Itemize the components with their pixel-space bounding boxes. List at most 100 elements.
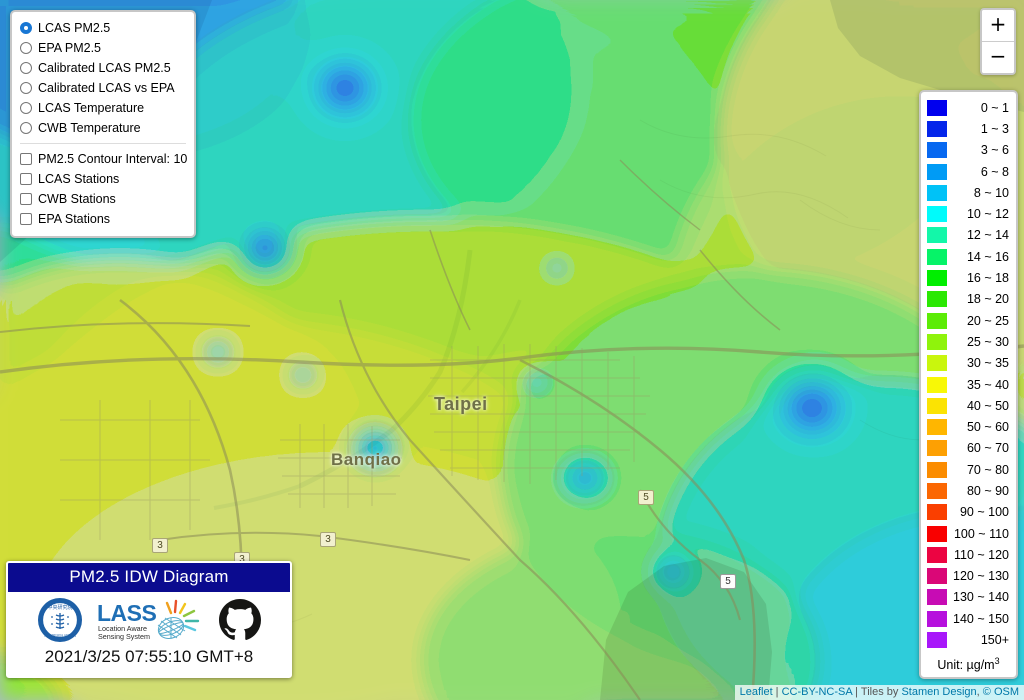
- stamen-link[interactable]: Stamen Design: [901, 686, 977, 698]
- radio-calibrated-lcas-vs-epa[interactable]: Calibrated LCAS vs EPA: [20, 78, 186, 98]
- legend-row: 100 ~ 110: [927, 523, 1010, 544]
- leaflet-link[interactable]: Leaflet: [739, 686, 773, 698]
- legend-row: 120 ~ 130: [927, 566, 1010, 587]
- legend-row: 50 ~ 60: [927, 416, 1010, 437]
- legend-range-label: 12 ~ 14: [966, 228, 1009, 243]
- legend-range-label: 35 ~ 40: [966, 377, 1009, 392]
- radio-label: Calibrated LCAS vs EPA: [38, 81, 175, 95]
- github-logo-icon[interactable]: [219, 598, 261, 641]
- radio-icon[interactable]: [20, 22, 32, 34]
- radio-label: EPA PM2.5: [38, 41, 101, 55]
- legend-range-label: 130 ~ 140: [953, 590, 1009, 605]
- legend-color-swatch: [927, 184, 947, 201]
- legend-row: 70 ~ 80: [927, 459, 1010, 480]
- legend-row: 25 ~ 30: [927, 331, 1010, 352]
- radio-cwb-temperature[interactable]: CWB Temperature: [20, 118, 186, 138]
- legend-row: 35 ~ 40: [927, 374, 1010, 395]
- legend-row: 12 ~ 14: [927, 225, 1010, 246]
- legend-range-label: 8 ~ 10: [973, 185, 1009, 200]
- checkbox-label: PM2.5 Contour Interval: 10: [38, 152, 188, 166]
- radio-icon[interactable]: [20, 82, 32, 94]
- legend-row: 20 ~ 25: [927, 310, 1010, 331]
- info-panel-timestamp: 2021/3/25 07:55:10 GMT+8: [8, 644, 290, 676]
- checkbox-icon[interactable]: [20, 173, 32, 185]
- highway-shield: 5: [638, 490, 654, 505]
- academia-sinica-seal-icon[interactable]: 中央研究院 ACADEMIA SINICA: [37, 597, 83, 643]
- attr-sep: |: [852, 686, 861, 698]
- checkbox-label: LCAS Stations: [38, 172, 120, 186]
- checkbox-icon[interactable]: [20, 153, 32, 165]
- legend-color-swatch: [927, 333, 947, 350]
- legend-unit-text: Unit: µg/m: [937, 657, 995, 672]
- highway-shield: 3: [152, 538, 168, 553]
- radio-label: Calibrated LCAS PM2.5: [38, 61, 171, 75]
- legend-range-label: 150+: [980, 633, 1009, 648]
- legend-row: 16 ~ 18: [927, 267, 1010, 288]
- legend-range-label: 110 ~ 120: [953, 547, 1009, 562]
- checkbox-pm25-contour-interval[interactable]: PM2.5 Contour Interval: 10: [20, 149, 188, 169]
- legend-color-swatch: [927, 142, 947, 159]
- legend-color-swatch: [927, 461, 947, 478]
- legend-range-label: 120 ~ 130: [953, 569, 1009, 584]
- checkbox-icon[interactable]: [20, 193, 32, 205]
- legend-range-label: 14 ~ 16: [966, 249, 1009, 264]
- radio-calibrated-lcas-pm25[interactable]: Calibrated LCAS PM2.5: [20, 58, 186, 78]
- info-panel-logos: 中央研究院 ACADEMIA SINICA LASS Location Awar…: [8, 592, 290, 644]
- highway-shield: 5: [720, 574, 736, 589]
- legend-row: 0 ~ 1: [927, 97, 1010, 118]
- legend-row: 1 ~ 3: [927, 118, 1010, 139]
- radio-icon[interactable]: [20, 122, 32, 134]
- osm-link[interactable]: © OSM: [982, 686, 1019, 698]
- legend-row: 10 ~ 12: [927, 203, 1010, 224]
- radio-lcas-pm25[interactable]: LCAS PM2.5: [20, 18, 186, 38]
- legend-color-swatch: [927, 568, 947, 585]
- checkbox-icon[interactable]: [20, 213, 32, 225]
- radio-icon[interactable]: [20, 102, 32, 114]
- layer-control-panel[interactable]: LCAS PM2.5 EPA PM2.5 Calibrated LCAS PM2…: [10, 10, 196, 238]
- radio-epa-pm25[interactable]: EPA PM2.5: [20, 38, 186, 58]
- tiles-by-label: Tiles by: [860, 686, 902, 698]
- legend-color-swatch: [927, 120, 947, 137]
- zoom-in-button[interactable]: +: [982, 10, 1014, 42]
- legend-range-label: 80 ~ 90: [966, 483, 1009, 498]
- legend-row: 130 ~ 140: [927, 587, 1010, 608]
- legend-color-swatch: [927, 610, 947, 627]
- legend-range-label: 70 ~ 80: [966, 462, 1009, 477]
- lass-logo-icon[interactable]: LASS Location Aware Sensing System: [95, 597, 207, 643]
- checkbox-label: EPA Stations: [38, 212, 111, 226]
- legend-color-swatch: [927, 525, 947, 542]
- legend-range-label: 40 ~ 50: [966, 398, 1009, 413]
- legend-row: 8 ~ 10: [927, 182, 1010, 203]
- legend-range-label: 50 ~ 60: [966, 420, 1009, 435]
- zoom-out-button[interactable]: −: [982, 42, 1014, 73]
- legend-range-label: 3 ~ 6: [980, 143, 1009, 158]
- legend-color-swatch: [927, 632, 947, 649]
- legend-color-swatch: [927, 206, 947, 223]
- radio-icon[interactable]: [20, 62, 32, 74]
- legend-row: 40 ~ 50: [927, 395, 1010, 416]
- radio-icon[interactable]: [20, 42, 32, 54]
- attr-sep: ,: [976, 686, 983, 698]
- legend-range-label: 0 ~ 1: [980, 100, 1009, 115]
- license-link[interactable]: CC-BY-NC-SA: [781, 686, 853, 698]
- legend-color-swatch: [927, 291, 947, 308]
- legend-row: 150+: [927, 629, 1010, 650]
- legend-color-swatch: [927, 312, 947, 329]
- svg-text:Sensing System: Sensing System: [98, 632, 150, 641]
- radio-label: LCAS PM2.5: [38, 21, 111, 35]
- legend-row: 140 ~ 150: [927, 608, 1010, 629]
- legend-row: 14 ~ 16: [927, 246, 1010, 267]
- legend-row: 6 ~ 8: [927, 161, 1010, 182]
- legend-color-swatch: [927, 376, 947, 393]
- radio-lcas-temperature[interactable]: LCAS Temperature: [20, 98, 186, 118]
- checkbox-lcas-stations[interactable]: LCAS Stations: [20, 169, 186, 189]
- legend-panel: 0 ~ 1 1 ~ 3 3 ~ 6 6 ~ 8 8 ~ 10 10 ~ 12 12 ~ 14…: [919, 90, 1018, 679]
- checkbox-epa-stations[interactable]: EPA Stations: [20, 209, 186, 229]
- checkbox-cwb-stations[interactable]: CWB Stations: [20, 189, 186, 209]
- svg-text:LASS: LASS: [97, 600, 157, 626]
- zoom-control[interactable]: + −: [980, 8, 1016, 75]
- info-panel-title: PM2.5 IDW Diagram: [8, 563, 290, 592]
- legend-range-label: 20 ~ 25: [966, 313, 1009, 328]
- attribution-bar: Leaflet | CC-BY-NC-SA | Tiles by Stamen …: [734, 685, 1024, 700]
